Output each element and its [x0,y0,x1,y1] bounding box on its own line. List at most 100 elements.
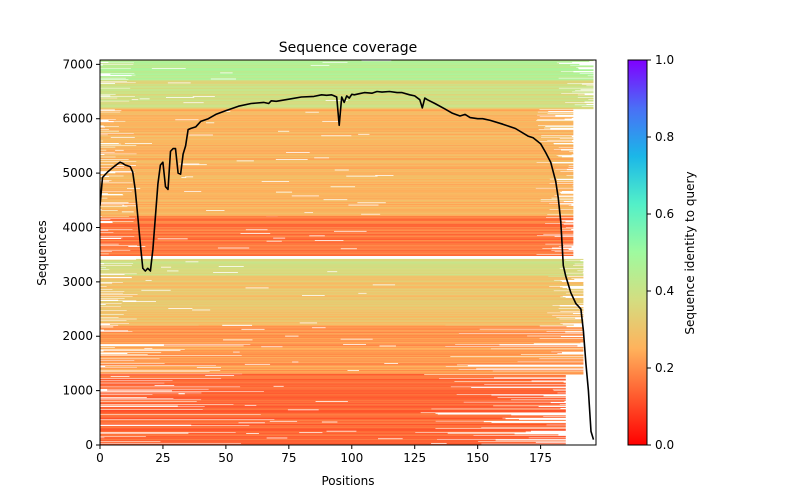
alignment-row [100,225,574,227]
alignment-gap [233,351,240,353]
alignment-gap [275,191,293,193]
alignment-row [100,384,566,386]
alignment-gap [358,292,367,294]
alignment-row [100,325,540,327]
alignment-row [100,406,566,408]
alignment-gap [299,322,318,324]
alignment-row [125,77,559,79]
alignment-row [100,137,574,139]
alignment-row [100,154,557,156]
alignment-row [123,313,584,315]
alignment-row [100,83,582,85]
alignment-row [100,233,544,235]
alignment-row [130,87,559,89]
alignment-row [121,110,574,112]
alignment-row [100,228,562,230]
alignment-row [100,196,559,198]
alignment-row [240,386,451,388]
alignment-row [100,289,584,291]
alignment-row [100,342,581,344]
alignment-row [100,339,584,341]
alignment-row [100,416,566,418]
alignment-row [115,93,585,95]
alignment-gap [347,369,360,371]
alignment-row [100,236,574,238]
alignment-row [124,274,584,276]
alignment-row [100,408,432,410]
alignment-row [100,69,594,71]
alignment-row [100,212,574,214]
alignment-row [100,244,574,246]
alignment-row [109,323,563,325]
alignment-row [100,417,503,419]
alignment-gap [100,326,114,328]
alignment-gap [326,430,357,432]
alignment-row [136,258,584,260]
alignment-row [100,148,574,150]
alignment-row [100,192,561,194]
alignment-row [100,242,574,244]
alignment-row [100,195,555,197]
alignment-row [100,245,559,247]
alignment-gap [292,361,299,363]
alignment-row [241,442,566,444]
alignment-row [100,210,574,212]
alignment-row [100,395,544,397]
alignment-row [120,306,577,308]
alignment-row [100,86,594,88]
alignment-row [100,65,594,67]
alignment-row [126,310,584,312]
alignment-row [100,169,567,171]
alignment-gap [348,204,379,206]
alignment-row [100,328,480,330]
alignment-gap [266,240,282,242]
alignment-gap [241,328,265,330]
alignment-row [100,259,566,261]
alignment-row [102,64,571,66]
alignment-row [122,292,566,294]
alignment-row [107,193,561,195]
alignment-row [100,343,534,345]
alignment-row [104,263,575,265]
alignment-row [114,109,540,111]
alignment-row [128,79,594,81]
x-tick-label: 125 [403,451,426,465]
alignment-row [100,167,574,169]
alignment-row [100,441,536,443]
alignment-row [204,406,539,408]
alignment-row [112,282,584,284]
y-tick-label: 2000 [62,329,93,343]
alignment-gap [322,61,348,63]
alignment-gap [168,307,193,309]
alignment-row [100,234,574,236]
alignment-gap [302,294,325,296]
alignment-row [108,229,561,231]
alignment-row [100,332,584,334]
alignment-row [100,351,552,353]
alignment-row [133,63,580,65]
alignment-gap [160,266,172,268]
chart-title: Sequence coverage [279,40,418,56]
alignment-row [100,278,572,280]
alignment-row [118,316,557,318]
alignment-row [100,170,574,172]
alignment-gap [244,404,257,406]
alignment-row [100,260,581,262]
alignment-row [100,435,474,437]
alignment-row [100,354,584,356]
alignment-row [100,269,584,271]
alignment-row [129,216,574,218]
alignment-row [100,374,566,376]
alignment-row [100,384,485,386]
alignment-gap [269,420,298,422]
alignment-row [100,102,566,104]
alignment-gap [273,237,286,239]
alignment-row [100,177,574,179]
alignment-row [128,330,584,332]
alignment-row [100,334,584,336]
alignment-row [133,170,561,172]
alignment-row [100,60,594,62]
alignment-row [103,329,584,331]
y-tick-label: 4000 [62,220,93,234]
alignment-row [100,81,594,83]
